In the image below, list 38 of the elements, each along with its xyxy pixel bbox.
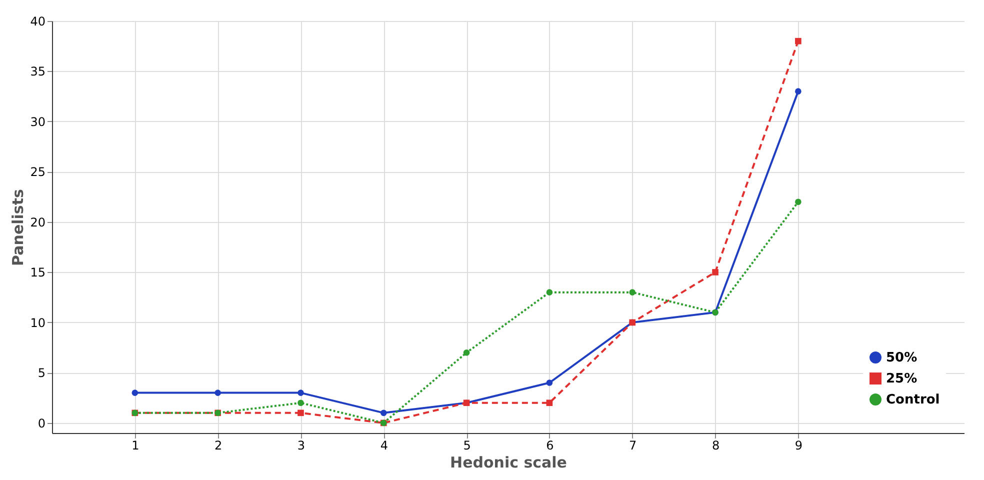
point <box>132 390 138 396</box>
point <box>298 410 304 416</box>
y-tick-label: 0 <box>38 416 46 430</box>
legend-label: Control <box>886 392 940 408</box>
point <box>795 38 802 44</box>
y-tick-label: 30 <box>30 114 46 129</box>
x-tick-label: 2 <box>214 438 222 452</box>
y-tick-label: 15 <box>30 266 46 280</box>
x-tick-label: 7 <box>629 438 637 452</box>
point <box>298 390 304 396</box>
point <box>463 349 470 356</box>
x-axis-title: Hedonic scale <box>450 454 567 472</box>
point <box>298 400 304 406</box>
y-tick-label: 25 <box>30 165 46 180</box>
y-tick-label: 40 <box>30 14 46 28</box>
y-tick-label: 35 <box>30 64 46 79</box>
y-tick-label: 10 <box>30 316 46 330</box>
point <box>380 410 387 416</box>
legend-label: 50% <box>886 350 918 366</box>
x-tick-label: 5 <box>463 438 471 452</box>
x-tick-label: 9 <box>794 438 802 452</box>
point <box>629 289 636 296</box>
x-tick-label: 8 <box>712 438 720 452</box>
x-tick-label: 4 <box>380 438 388 452</box>
y-axis-title: Panelists <box>9 188 28 266</box>
point <box>795 198 802 206</box>
y-tick-label: 5 <box>38 366 46 380</box>
point <box>546 400 553 406</box>
point <box>546 380 553 386</box>
x-tick-label: 3 <box>297 438 306 452</box>
x-tick-label: 1 <box>132 438 140 452</box>
point <box>712 269 718 276</box>
legend-label: 25% <box>886 372 918 386</box>
point <box>214 390 221 396</box>
y-tick-label: 20 <box>30 215 46 230</box>
x-tick-label: 6 <box>546 438 554 452</box>
point <box>546 289 553 296</box>
point <box>795 88 802 94</box>
